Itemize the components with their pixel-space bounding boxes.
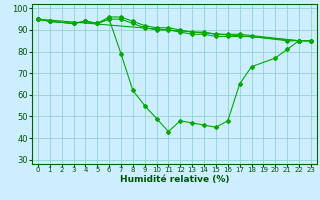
X-axis label: Humidité relative (%): Humidité relative (%) [120, 175, 229, 184]
